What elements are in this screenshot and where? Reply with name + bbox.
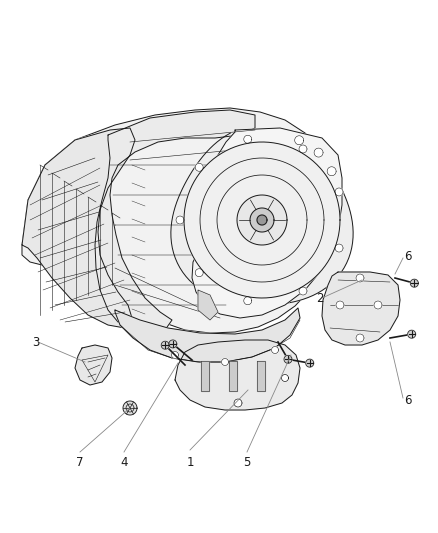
Polygon shape xyxy=(22,108,335,333)
Polygon shape xyxy=(115,308,300,362)
Polygon shape xyxy=(75,345,112,385)
Polygon shape xyxy=(123,401,137,415)
Polygon shape xyxy=(299,145,307,153)
Polygon shape xyxy=(356,334,364,342)
Text: 2: 2 xyxy=(316,292,324,304)
Polygon shape xyxy=(169,340,177,348)
Polygon shape xyxy=(356,274,364,282)
Polygon shape xyxy=(95,110,255,332)
Polygon shape xyxy=(299,287,307,295)
Polygon shape xyxy=(171,133,353,305)
Polygon shape xyxy=(161,341,169,349)
Polygon shape xyxy=(314,148,323,157)
Polygon shape xyxy=(272,346,279,353)
Polygon shape xyxy=(201,361,209,391)
Text: 7: 7 xyxy=(76,456,84,469)
Polygon shape xyxy=(374,301,382,309)
Polygon shape xyxy=(335,188,343,196)
Text: 6: 6 xyxy=(404,249,412,262)
Polygon shape xyxy=(195,269,203,277)
Polygon shape xyxy=(327,167,336,176)
Polygon shape xyxy=(335,244,343,252)
Text: 4: 4 xyxy=(120,456,128,469)
Polygon shape xyxy=(410,279,418,287)
Polygon shape xyxy=(222,359,229,366)
Polygon shape xyxy=(184,142,340,298)
Polygon shape xyxy=(176,216,184,224)
Polygon shape xyxy=(306,359,314,367)
Polygon shape xyxy=(257,361,265,391)
Polygon shape xyxy=(192,128,342,318)
Polygon shape xyxy=(244,297,252,305)
Polygon shape xyxy=(244,135,252,143)
Polygon shape xyxy=(284,356,292,364)
Polygon shape xyxy=(282,375,289,382)
Polygon shape xyxy=(408,330,416,338)
Polygon shape xyxy=(172,351,179,359)
Polygon shape xyxy=(22,128,135,328)
Text: 5: 5 xyxy=(244,456,251,469)
Text: 1: 1 xyxy=(186,456,194,469)
Polygon shape xyxy=(234,399,242,407)
Polygon shape xyxy=(237,195,287,245)
Polygon shape xyxy=(257,215,267,225)
Polygon shape xyxy=(195,163,203,171)
Polygon shape xyxy=(295,136,304,145)
Polygon shape xyxy=(198,290,218,320)
Polygon shape xyxy=(250,208,274,232)
Polygon shape xyxy=(336,301,344,309)
Polygon shape xyxy=(322,272,400,345)
Polygon shape xyxy=(229,361,237,391)
Text: 6: 6 xyxy=(404,393,412,407)
Text: 3: 3 xyxy=(32,335,40,349)
Polygon shape xyxy=(175,340,300,410)
